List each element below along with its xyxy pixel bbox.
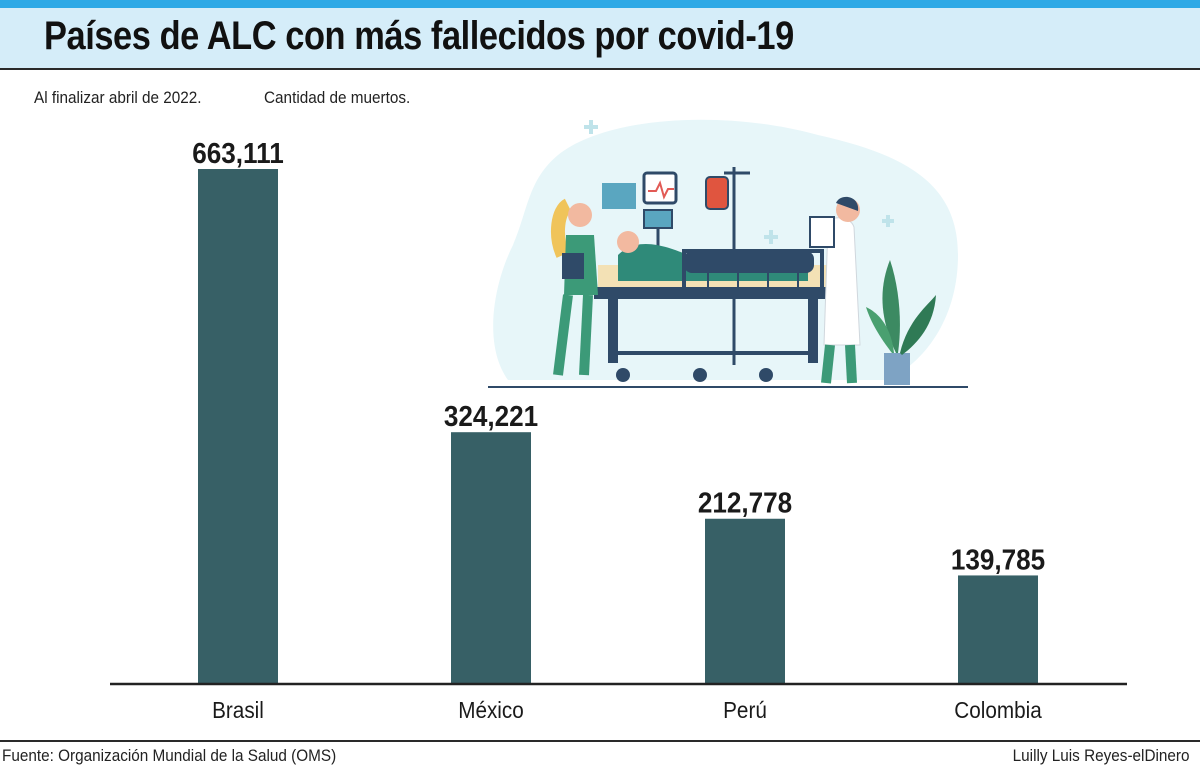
category-label-colombia: Colombia	[954, 697, 1042, 723]
date-note: Al finalizar abril de 2022.	[34, 88, 202, 107]
bar-chart: 663,111 Brasil 324,221 México 212,778 Perú 139…	[110, 137, 1127, 723]
hospital-illustration-icon	[488, 119, 968, 388]
title-band: Países de ALC con más fallecidos por cov…	[0, 8, 1200, 70]
top-accent-bar	[0, 0, 1200, 8]
category-label-perú: Perú	[723, 697, 767, 723]
category-label-brasil: Brasil	[212, 697, 264, 723]
value-label-perú: 212,778	[698, 486, 792, 519]
bar-méxico	[451, 432, 531, 684]
value-label-méxico: 324,221	[444, 400, 538, 433]
bar-brasil	[198, 169, 278, 684]
footer-rule	[0, 740, 1200, 742]
source-note: Fuente: Organización Mundial de la Salud…	[2, 746, 337, 765]
chart-title: Países de ALC con más fallecidos por cov…	[44, 14, 794, 58]
value-label-colombia: 139,785	[951, 543, 1045, 576]
unit-note: Cantidad de muertos.	[264, 88, 411, 107]
bar-perú	[705, 518, 785, 684]
category-label-méxico: México	[458, 697, 524, 723]
value-label-brasil: 663,111	[192, 137, 283, 170]
credit-note: Luilly Luis Reyes-elDinero	[1013, 746, 1190, 765]
bar-colombia	[958, 575, 1038, 684]
